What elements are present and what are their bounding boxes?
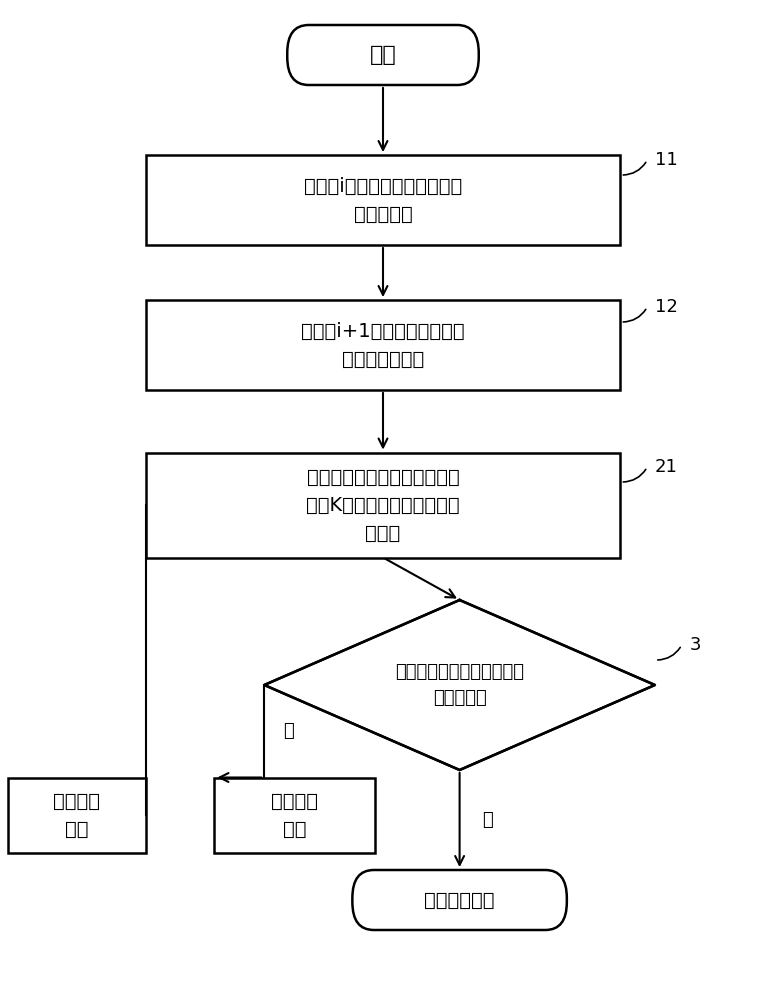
Text: 是: 是 [483, 811, 493, 829]
Bar [214, 778, 375, 852]
Text: 12: 12 [655, 298, 678, 316]
Text: 11: 11 [655, 151, 678, 169]
FancyBboxPatch shape [352, 870, 567, 930]
Text: 根据第二长度、第一长度的差
值和K的大小，计算夯锤的夯
击深度: 根据第二长度、第一长度的差 值和K的大小，计算夯锤的夯 击深度 [306, 468, 460, 542]
Bar [146, 300, 620, 390]
Bar [8, 778, 146, 852]
Text: 否: 否 [283, 722, 294, 740]
Bar [146, 452, 620, 558]
Text: 提示夯击结束: 提示夯击结束 [424, 890, 495, 910]
Text: 21: 21 [655, 458, 678, 476]
Text: 开始: 开始 [370, 45, 396, 65]
Text: 3: 3 [689, 636, 701, 654]
Text: 判断夯击深度是否小于等于
夯击标准值: 判断夯击深度是否小于等于 夯击标准值 [395, 663, 524, 707]
Text: 显示夯击
深度: 显示夯击 深度 [53, 792, 100, 838]
Polygon shape [264, 600, 655, 770]
Text: 对于第i+1次打夯，检测提升
油缸的第二长度: 对于第i+1次打夯，检测提升 油缸的第二长度 [301, 322, 465, 368]
Text: 提示夯击
继续: 提示夯击 继续 [271, 792, 319, 838]
Bar [146, 155, 620, 245]
Text: 对于第i次打夯，检测提升油缸
的第一长度: 对于第i次打夯，检测提升油缸 的第一长度 [304, 176, 462, 224]
FancyBboxPatch shape [287, 25, 479, 85]
